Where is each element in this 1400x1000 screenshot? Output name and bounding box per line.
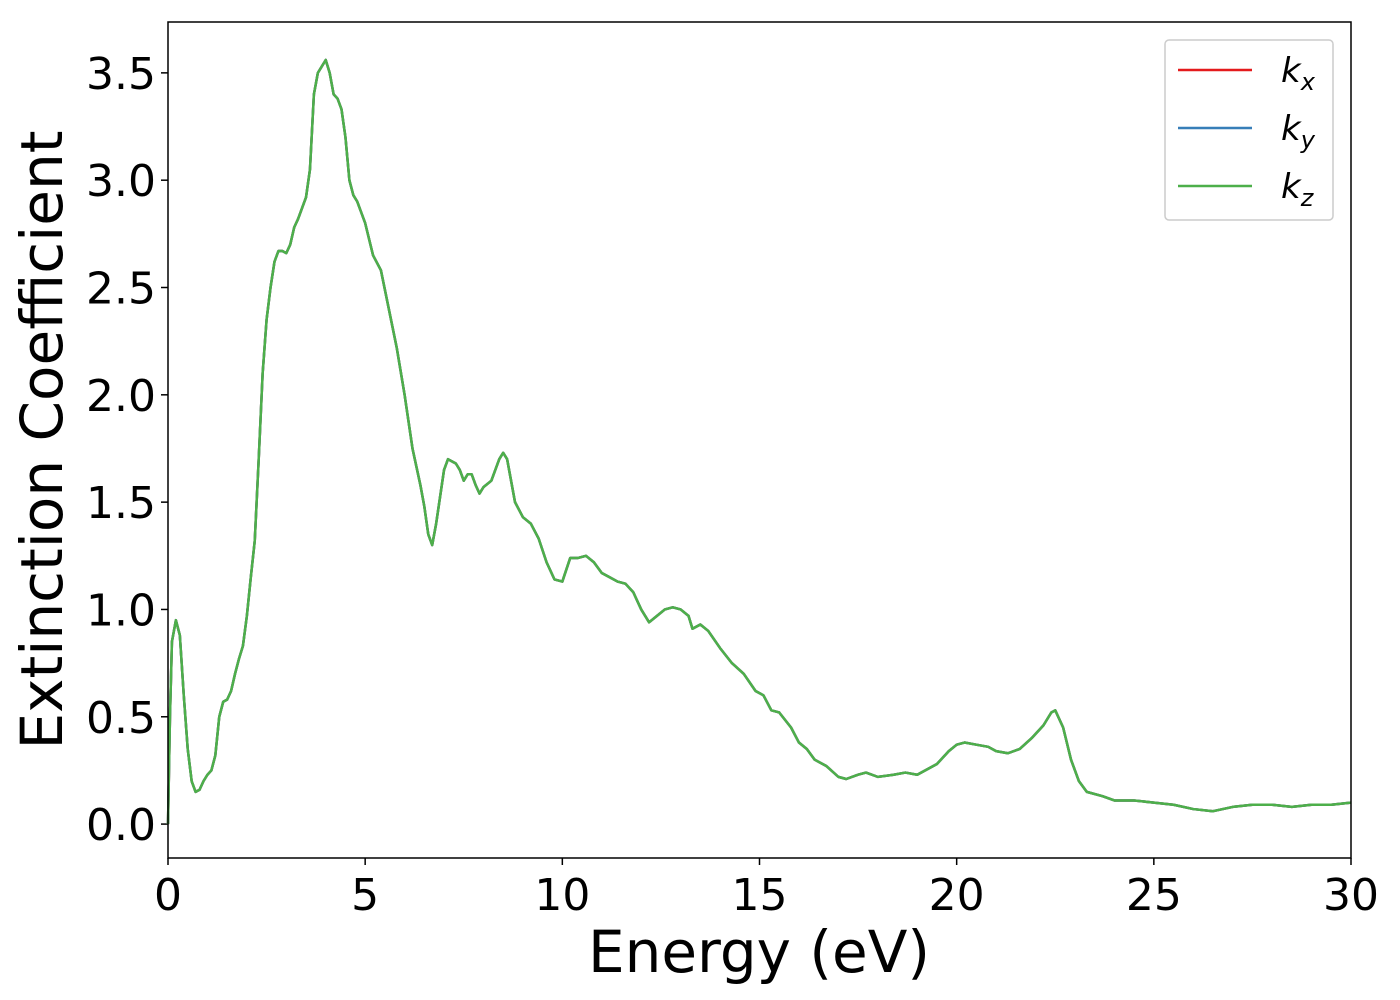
y-tick-label: 1.0 (86, 585, 156, 636)
legend-label: ky (1281, 109, 1316, 154)
x-tick-label: 20 (929, 870, 985, 921)
legend-label: kz (1281, 167, 1315, 212)
x-axis-label: Energy (eV) (588, 918, 930, 986)
x-tick-label: 10 (534, 870, 590, 921)
x-tick-label: 25 (1126, 870, 1182, 921)
y-axis-label: Extinction Coefficient (8, 131, 76, 750)
data-line (166, 58, 1352, 825)
y-tick-label: 0.0 (86, 800, 156, 851)
x-tick-label: 15 (732, 870, 788, 921)
y-tick-label: 2.0 (86, 371, 156, 422)
legend: kx ky kz (1164, 39, 1334, 221)
y-tick-label: 3.0 (86, 156, 156, 207)
y-tick-label: 0.5 (86, 693, 156, 744)
legend-box (1164, 39, 1334, 221)
y-tick-label: 3.5 (86, 49, 156, 100)
plot-frame (167, 21, 1352, 859)
x-tick-label: 5 (351, 870, 379, 921)
legend-label: kx (1281, 51, 1316, 96)
x-tick-label: 0 (154, 870, 182, 921)
y-tick-label: 1.5 (86, 478, 156, 529)
y-tick-label: 2.5 (86, 264, 156, 315)
x-tick-label: 30 (1323, 870, 1379, 921)
